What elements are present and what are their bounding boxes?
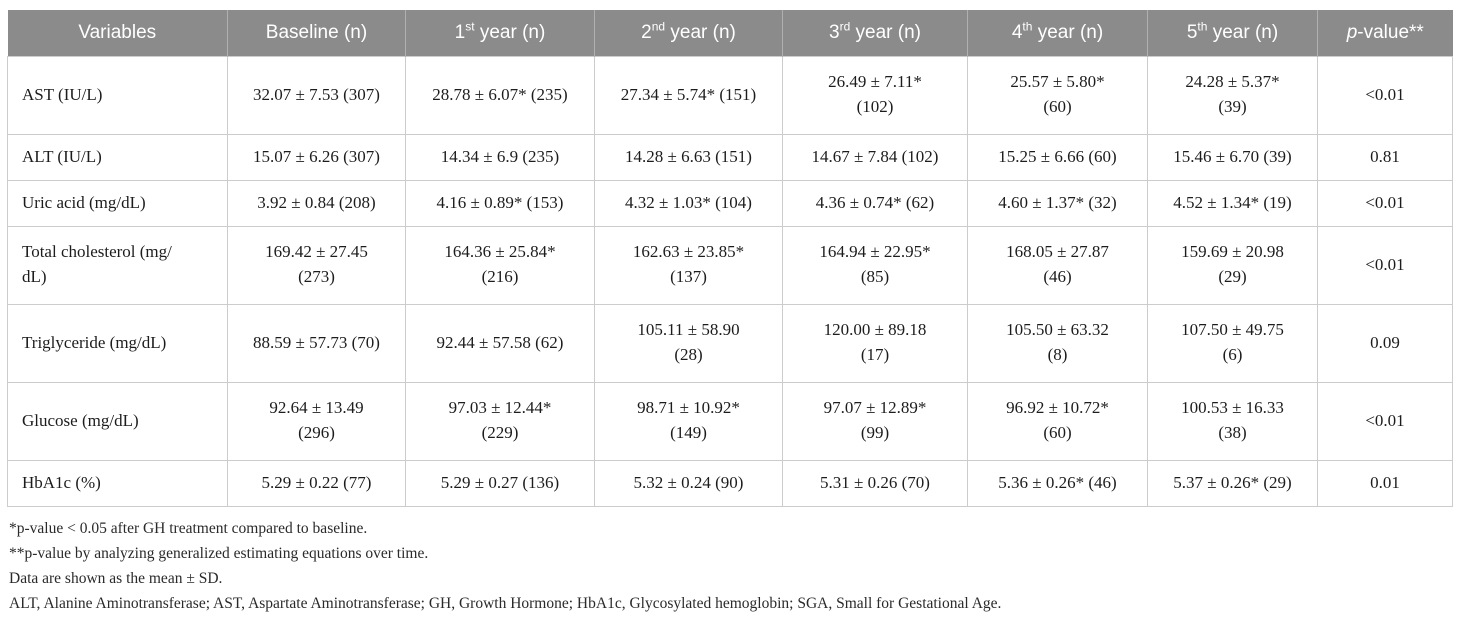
column-header-text: th [1197, 19, 1208, 34]
column-header-text: 5 [1186, 21, 1198, 43]
value-cell: <0.01 [1317, 55, 1453, 135]
variable-cell: AST (IU/L) [7, 55, 228, 135]
column-header-text: -value** [1357, 21, 1424, 43]
value-cell: 15.25 ± 6.66 (60) [967, 133, 1148, 181]
column-header-text: year (n) [1207, 21, 1279, 43]
value-cell: 97.07 ± 12.89* (99) [782, 381, 968, 461]
column-header-text: 4 [1011, 21, 1023, 43]
value-cell: 169.42 ± 27.45 (273) [227, 225, 406, 305]
table-row: Total cholesterol (mg/ dL) 169.42 ± 27.45… [7, 225, 1453, 305]
value-cell: 15.46 ± 6.70 (39) [1147, 133, 1318, 181]
value-cell: 15.07 ± 6.26 (307) [227, 133, 406, 181]
value-cell: <0.01 [1317, 381, 1453, 461]
column-header-text: st [465, 19, 475, 34]
value-cell: 0.09 [1317, 303, 1453, 383]
value-cell: 4.60 ± 1.37* (32) [967, 179, 1148, 227]
value-cell: 14.67 ± 7.84 (102) [782, 133, 968, 181]
variable-cell: ALT (IU/L) [7, 133, 228, 181]
table-row: ALT (IU/L) 15.07 ± 6.26 (307) 14.34 ± 6.9 … [7, 133, 1453, 181]
value-cell: 164.94 ± 22.95* (85) [782, 225, 968, 305]
column-header-text: rd [839, 19, 851, 34]
value-cell: 92.44 ± 57.58 (62) [405, 303, 595, 383]
footnote: ALT, Alanine Aminotransferase; AST, Aspa… [9, 594, 1002, 612]
value-cell: 5.32 ± 0.24 (90) [594, 459, 783, 507]
value-cell: 120.00 ± 89.18 (17) [782, 303, 968, 383]
column-header-text: year (n) [474, 21, 546, 43]
value-cell: 5.31 ± 0.26 (70) [782, 459, 968, 507]
column-header-baseline: Baseline (n) [227, 10, 406, 56]
column-header-text: p [1346, 21, 1358, 43]
table-row: AST (IU/L) 32.07 ± 7.53 (307) 28.78 ± 6.07… [7, 55, 1453, 135]
value-cell: 3.92 ± 0.84 (208) [227, 179, 406, 227]
value-cell: 96.92 ± 10.72* (60) [967, 381, 1148, 461]
table-row: Triglyceride (mg/dL) 88.59 ± 57.73 (70) 92… [7, 303, 1453, 383]
column-header-variables: Variables [7, 10, 228, 56]
column-header-text: year (n) [665, 21, 736, 43]
table-footnotes: *p-value < 0.05 after GH treatment compa… [9, 516, 1452, 616]
table-row: Glucose (mg/dL) 92.64 ± 13.49 (296) 97.03 … [7, 381, 1453, 461]
table-body: AST (IU/L) 32.07 ± 7.53 (307) 28.78 ± 6.07… [7, 55, 1453, 507]
column-header-year-4: 4th year (n) [967, 10, 1148, 56]
footnote: *p-value < 0.05 after GH treatment compa… [9, 519, 368, 537]
column-header-text: 3 [829, 21, 840, 43]
column-header-year-3: 3rd year (n) [782, 10, 968, 56]
variable-cell: Triglyceride (mg/dL) [7, 303, 228, 383]
column-header-year-1: 1st year (n) [405, 10, 595, 56]
table-row: HbA1c (%) 5.29 ± 0.22 (77) 5.29 ± 0.27 (13… [7, 459, 1453, 507]
value-cell: 32.07 ± 7.53 (307) [227, 55, 406, 135]
value-cell: 5.29 ± 0.22 (77) [227, 459, 406, 507]
value-cell: 164.36 ± 25.84* (216) [405, 225, 595, 305]
column-header-p-value: p-value** [1317, 10, 1453, 56]
value-cell: 100.53 ± 16.33 (38) [1147, 381, 1318, 461]
value-cell: 25.57 ± 5.80* (60) [967, 55, 1148, 135]
column-header-text: nd [651, 19, 666, 34]
value-cell: 162.63 ± 23.85* (137) [594, 225, 783, 305]
column-header-text: year (n) [850, 21, 921, 43]
variable-cell: HbA1c (%) [7, 459, 228, 507]
value-cell: 88.59 ± 57.73 (70) [227, 303, 406, 383]
column-header-year-5: 5th year (n) [1147, 10, 1318, 56]
results-table: Variables Baseline (n) 1st year (n) 2nd yea… [7, 10, 1453, 507]
value-cell: 28.78 ± 6.07* (235) [405, 55, 595, 135]
value-cell: 4.16 ± 0.89* (153) [405, 179, 595, 227]
value-cell: 105.50 ± 63.32 (8) [967, 303, 1148, 383]
column-header-text: 1 [454, 21, 466, 43]
table-header-row: Variables Baseline (n) 1st year (n) 2nd yea… [7, 10, 1453, 56]
column-header-text: Variables [78, 21, 157, 43]
value-cell: 5.37 ± 0.26* (29) [1147, 459, 1318, 507]
value-cell: 107.50 ± 49.75 (6) [1147, 303, 1318, 383]
variable-cell: Glucose (mg/dL) [7, 381, 228, 461]
value-cell: 168.05 ± 27.87 (46) [967, 225, 1148, 305]
value-cell: 4.32 ± 1.03* (104) [594, 179, 783, 227]
value-cell: 0.81 [1317, 133, 1453, 181]
value-cell: 92.64 ± 13.49 (296) [227, 381, 406, 461]
value-cell: 14.34 ± 6.9 (235) [405, 133, 595, 181]
table-row: Uric acid (mg/dL) 3.92 ± 0.84 (208) 4.16 ±… [7, 179, 1453, 227]
column-header-text: 2 [641, 21, 652, 43]
value-cell: <0.01 [1317, 179, 1453, 227]
column-header-year-2: 2nd year (n) [594, 10, 783, 56]
value-cell: 4.52 ± 1.34* (19) [1147, 179, 1318, 227]
value-cell: 0.01 [1317, 459, 1453, 507]
column-header-text: year (n) [1032, 21, 1104, 43]
value-cell: 4.36 ± 0.74* (62) [782, 179, 968, 227]
column-header-text: th [1022, 19, 1033, 34]
variable-cell: Total cholesterol (mg/ dL) [7, 225, 228, 305]
variable-cell: Uric acid (mg/dL) [7, 179, 228, 227]
value-cell: 14.28 ± 6.63 (151) [594, 133, 783, 181]
footnote: Data are shown as the mean ± SD. [9, 569, 223, 587]
value-cell: 27.34 ± 5.74* (151) [594, 55, 783, 135]
footnote: **p-value by analyzing generalized estim… [9, 544, 429, 562]
value-cell: 159.69 ± 20.98 (29) [1147, 225, 1318, 305]
value-cell: 5.29 ± 0.27 (136) [405, 459, 595, 507]
value-cell: 5.36 ± 0.26* (46) [967, 459, 1148, 507]
value-cell: 105.11 ± 58.90 (28) [594, 303, 783, 383]
value-cell: 26.49 ± 7.11* (102) [782, 55, 968, 135]
value-cell: 98.71 ± 10.92* (149) [594, 381, 783, 461]
column-header-text: Baseline (n) [265, 21, 368, 43]
value-cell: <0.01 [1317, 225, 1453, 305]
value-cell: 24.28 ± 5.37* (39) [1147, 55, 1318, 135]
value-cell: 97.03 ± 12.44* (229) [405, 381, 595, 461]
